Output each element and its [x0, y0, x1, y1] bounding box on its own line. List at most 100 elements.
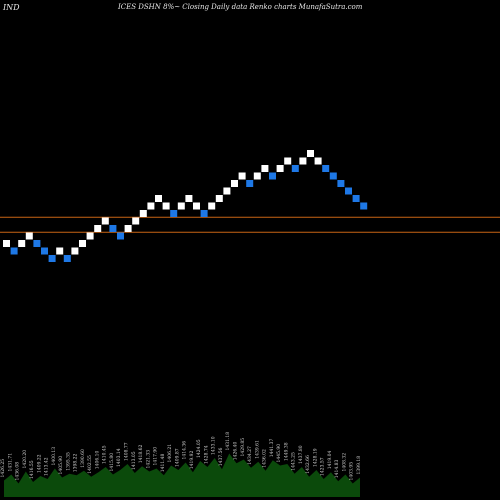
volume-label: 1439.61: [254, 440, 260, 459]
volume-label: 1409.87: [174, 448, 180, 467]
down-brick: [360, 202, 368, 210]
up-brick: [101, 217, 109, 225]
chart-title: ICES DSHN 8%~ Closing Daily data Renko c…: [118, 3, 363, 11]
volume-label: 1431.71: [7, 453, 13, 472]
volume-label: 1434.27: [247, 446, 253, 465]
volume-label: 1441.37: [269, 439, 275, 458]
volume-label: 1437.56: [218, 448, 224, 467]
volume-label: 1408.77: [124, 442, 130, 461]
up-brick: [86, 232, 94, 240]
volume-label: 1411.48: [160, 454, 166, 473]
up-brick: [132, 217, 140, 225]
up-brick: [314, 157, 322, 165]
volume-label: 1399.18: [356, 456, 362, 475]
volume-label: 1437.80: [298, 445, 304, 464]
up-brick: [208, 202, 216, 210]
up-brick: [261, 165, 269, 172]
up-brick: [18, 240, 26, 247]
down-brick: [352, 195, 360, 202]
down-brick: [33, 240, 41, 247]
volume-label: 1413.42: [44, 457, 50, 476]
volume-label: 1418.62: [138, 445, 144, 464]
volume-label: 1424.05: [196, 439, 202, 458]
volume-label: 1449.38: [283, 442, 289, 461]
up-brick: [299, 157, 307, 165]
volume-label: 1419.04: [327, 451, 333, 470]
volume-area: [4, 453, 360, 497]
up-brick: [94, 225, 102, 232]
up-brick: [3, 240, 10, 247]
down-brick: [246, 180, 254, 187]
down-brick: [41, 247, 48, 255]
up-brick: [193, 202, 200, 210]
volume-label: 1432.66: [305, 455, 311, 474]
up-brick: [71, 247, 79, 255]
volume-label: 1403.95: [349, 462, 355, 481]
volume-label: 1416.55: [29, 460, 35, 479]
volume-label: 1419.92: [189, 451, 195, 470]
up-brick: [25, 232, 33, 240]
volume-label: 1400.13: [51, 447, 57, 466]
volume-label: 1428.74: [203, 445, 209, 464]
exchange-label: IND: [3, 3, 20, 12]
down-brick: [337, 180, 345, 187]
volume-label: 1421.33: [145, 450, 151, 469]
up-brick: [307, 150, 314, 157]
up-brick: [177, 202, 185, 210]
volume-label: 1431.18: [225, 432, 231, 451]
down-brick: [48, 255, 56, 262]
down-brick: [109, 225, 117, 232]
down-brick: [200, 210, 208, 217]
up-brick: [139, 210, 147, 217]
volume-label: 1415.80: [109, 453, 115, 472]
volume-label: 1414.83: [334, 460, 340, 479]
volume-label: 1409.22: [36, 454, 42, 473]
down-brick: [117, 232, 124, 240]
up-brick: [56, 247, 64, 255]
volume-label: 1426.25: [0, 459, 6, 478]
up-brick: [231, 180, 238, 187]
down-brick: [329, 172, 337, 180]
up-brick: [155, 195, 162, 202]
volume-label: 1408.32: [341, 453, 347, 472]
up-brick: [253, 172, 261, 180]
volume-label: 1410.45: [102, 445, 108, 464]
up-brick: [284, 157, 292, 165]
volume-label: 1417.90: [153, 447, 159, 466]
down-brick: [63, 255, 71, 262]
down-brick: [269, 172, 276, 180]
down-brick: [291, 165, 299, 172]
up-brick: [238, 172, 246, 180]
volume-label: 1420.20: [22, 450, 28, 469]
up-brick: [185, 195, 193, 202]
volume-label: 1436.02: [262, 449, 268, 468]
volume-label: 1403.14: [116, 448, 122, 467]
up-brick: [223, 187, 231, 195]
volume-label: 1390.60: [80, 449, 86, 468]
volume-label: 1426.40: [232, 442, 238, 461]
down-brick: [10, 247, 18, 255]
up-brick: [124, 225, 132, 232]
volume-label: 1405.90: [58, 456, 64, 475]
up-brick: [147, 202, 155, 210]
volume-label: 1398.22: [73, 454, 79, 473]
down-brick: [322, 165, 330, 172]
volume-label: 1395.35: [65, 452, 71, 471]
volume-label: 1406.21: [167, 444, 173, 463]
down-brick: [170, 210, 178, 217]
volume-label: 1423.57: [320, 457, 326, 476]
volume-label: 1413.05: [131, 451, 137, 470]
volume-label: 1414.36: [182, 441, 188, 460]
volume-label: 1433.10: [211, 436, 217, 455]
volume-label: 1406.10: [94, 451, 100, 470]
volume-label: 1443.25: [291, 452, 297, 471]
up-brick: [162, 202, 170, 210]
up-brick: [79, 240, 86, 247]
volume-label: 1436.08: [15, 462, 21, 481]
down-brick: [345, 187, 352, 195]
up-brick: [215, 195, 223, 202]
volume-label: 1429.85: [240, 438, 246, 457]
up-brick: [276, 165, 284, 172]
